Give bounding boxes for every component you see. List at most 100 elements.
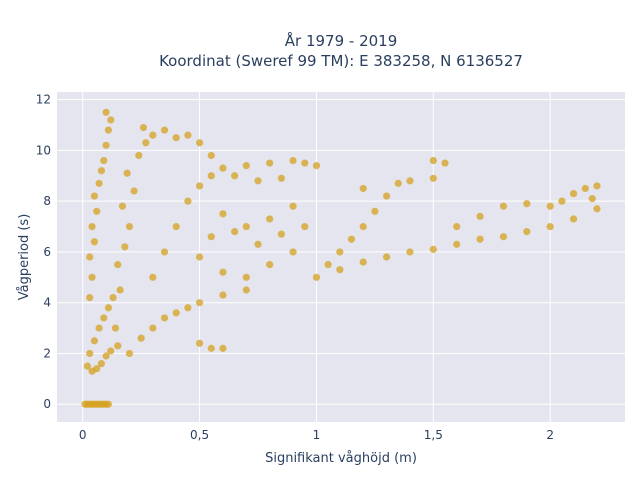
data-point <box>111 324 120 332</box>
data-point <box>312 162 321 170</box>
data-point <box>207 233 215 241</box>
x-axis-label: Signifikant våghöjd (m) <box>265 451 417 466</box>
data-point <box>142 139 150 147</box>
data-point <box>588 195 596 203</box>
data-point <box>207 172 215 180</box>
data-point <box>90 337 98 345</box>
data-point <box>93 207 101 215</box>
data-point <box>88 273 96 281</box>
data-point <box>406 248 414 256</box>
data-point <box>121 243 129 251</box>
data-point <box>86 294 94 302</box>
data-point <box>219 164 227 172</box>
data-point <box>277 230 285 238</box>
data-point <box>125 349 134 358</box>
data-point <box>371 207 379 215</box>
data-point <box>125 222 134 231</box>
data-point <box>219 210 227 218</box>
data-point <box>88 222 96 231</box>
data-point <box>207 151 215 160</box>
data-point <box>499 233 508 241</box>
data-point <box>254 177 262 185</box>
data-point <box>312 273 321 281</box>
data-point <box>86 349 94 358</box>
data-point <box>429 156 437 165</box>
data-point <box>139 123 148 132</box>
x-tick-label: 1 <box>313 428 321 442</box>
data-point <box>184 304 192 312</box>
data-point <box>219 291 227 299</box>
data-point <box>83 362 91 370</box>
data-point <box>102 108 110 116</box>
data-point <box>429 174 437 182</box>
data-point <box>242 273 250 281</box>
data-point <box>266 215 274 223</box>
x-tick-label: 0 <box>79 428 87 442</box>
data-point <box>406 177 414 185</box>
data-point <box>100 156 108 165</box>
data-point <box>107 347 115 355</box>
data-point <box>289 156 297 165</box>
data-point <box>242 222 250 231</box>
data-point <box>546 222 554 231</box>
data-point <box>219 268 227 276</box>
data-point <box>277 174 285 182</box>
data-point <box>581 184 589 193</box>
chart-title-line-1: År 1979 - 2019 <box>285 31 398 50</box>
data-point <box>231 172 239 180</box>
data-point <box>336 248 344 256</box>
y-tick-label: 2 <box>43 346 51 360</box>
data-point <box>359 258 367 266</box>
data-point <box>114 261 122 269</box>
data-point <box>160 314 169 322</box>
data-point <box>453 240 461 248</box>
data-point <box>95 179 103 187</box>
data-point <box>359 222 367 231</box>
data-point <box>231 228 239 236</box>
data-point <box>382 253 391 261</box>
data-point <box>453 222 461 231</box>
y-tick-label: 0 <box>43 397 51 411</box>
data-point <box>289 202 297 210</box>
data-point <box>100 314 108 322</box>
data-point <box>95 324 103 332</box>
data-point <box>149 324 157 332</box>
data-point <box>104 126 113 134</box>
data-point <box>86 253 94 261</box>
y-axis-label: Vågperiod (s) <box>17 214 32 301</box>
data-point <box>107 116 115 124</box>
data-point <box>476 212 484 220</box>
x-tick-label: 1,5 <box>424 428 443 442</box>
data-point <box>569 215 578 223</box>
data-point <box>114 342 122 350</box>
data-point <box>219 344 227 352</box>
data-point <box>118 202 127 210</box>
data-point <box>184 131 192 139</box>
data-point <box>266 261 274 269</box>
y-tick-label: 10 <box>36 143 51 157</box>
data-point <box>476 235 484 243</box>
y-tick-label: 4 <box>43 296 51 310</box>
data-point <box>336 266 344 274</box>
y-tick-label: 8 <box>43 194 51 208</box>
data-point <box>160 126 169 134</box>
data-point <box>184 197 192 205</box>
data-point <box>102 352 110 360</box>
data-point <box>149 273 157 281</box>
data-point <box>104 304 113 312</box>
data-point <box>429 245 437 253</box>
data-point <box>123 169 131 177</box>
data-point <box>195 299 204 307</box>
data-point <box>90 238 98 246</box>
data-point <box>593 182 601 190</box>
data-point <box>130 187 138 195</box>
data-point <box>242 162 250 170</box>
data-point <box>242 286 250 294</box>
data-point <box>359 184 367 193</box>
y-tick-label: 6 <box>43 245 51 259</box>
data-point <box>266 159 274 167</box>
data-point <box>172 134 180 142</box>
data-point <box>93 365 101 373</box>
